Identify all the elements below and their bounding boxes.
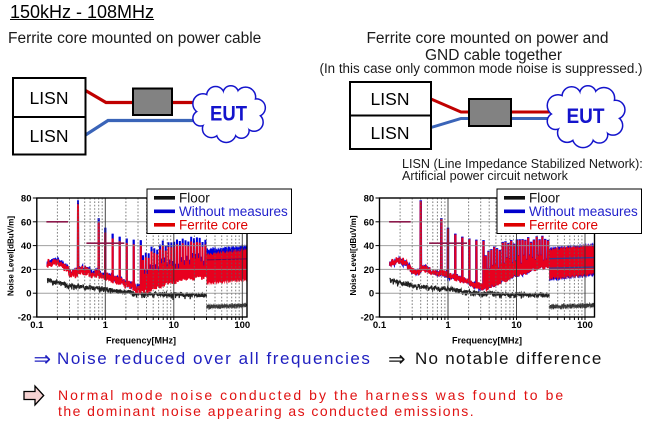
- svg-text:EUT: EUT: [567, 105, 605, 128]
- svg-text:40: 40: [21, 241, 32, 252]
- svg-text:1: 1: [103, 320, 109, 331]
- svg-text:60: 60: [21, 217, 32, 228]
- svg-text:60: 60: [364, 217, 375, 228]
- svg-text:10: 10: [511, 320, 522, 331]
- svg-text:LISN: LISN: [30, 88, 69, 108]
- svg-text:0.1: 0.1: [373, 320, 387, 331]
- svg-text:80: 80: [21, 194, 32, 205]
- svg-text:0.1: 0.1: [30, 320, 44, 331]
- svg-text:Noise Level[dBuV/m]: Noise Level[dBuV/m]: [349, 215, 358, 295]
- svg-text:0: 0: [369, 289, 374, 300]
- svg-text:Ferrite core: Ferrite core: [529, 218, 598, 233]
- svg-text:LISN: LISN: [371, 123, 410, 143]
- svg-text:LISN: LISN: [30, 126, 69, 146]
- svg-text:Floor: Floor: [179, 191, 210, 206]
- svg-text:-20: -20: [18, 313, 32, 324]
- svg-text:Without measures: Without measures: [179, 204, 288, 219]
- svg-text:Frequency[MHz]: Frequency[MHz]: [106, 336, 176, 346]
- svg-text:100: 100: [577, 320, 593, 331]
- svg-text:Ferrite core: Ferrite core: [179, 218, 248, 233]
- svg-text:80: 80: [364, 194, 375, 205]
- svg-text:-20: -20: [360, 313, 374, 324]
- svg-text:Without measures: Without measures: [529, 204, 638, 219]
- svg-text:LISN: LISN: [371, 89, 410, 109]
- svg-text:EUT: EUT: [210, 103, 247, 126]
- svg-text:Noise Level[dBuV/m]: Noise Level[dBuV/m]: [7, 216, 16, 296]
- svg-text:Floor: Floor: [529, 191, 560, 206]
- svg-text:10: 10: [169, 320, 180, 331]
- svg-text:1: 1: [445, 320, 451, 331]
- svg-text:20: 20: [364, 265, 375, 276]
- svg-text:20: 20: [21, 265, 32, 276]
- svg-text:0: 0: [26, 289, 31, 300]
- svg-text:100: 100: [234, 320, 250, 331]
- svg-text:40: 40: [364, 241, 375, 252]
- svg-text:Frequency[MHz]: Frequency[MHz]: [452, 336, 522, 346]
